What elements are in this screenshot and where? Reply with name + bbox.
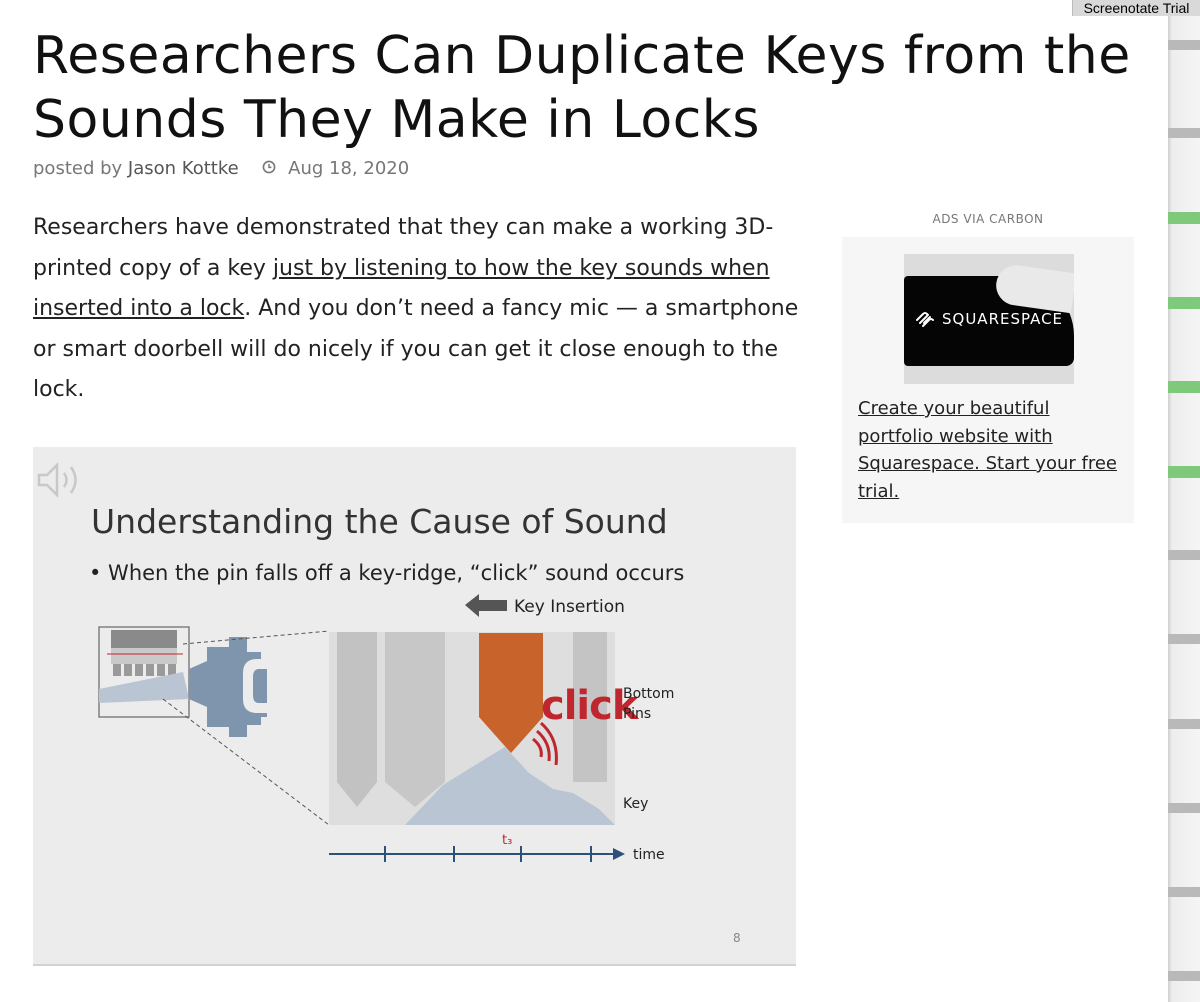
slide-image: Understanding the Cause of Sound • When …	[33, 447, 796, 966]
rail-marker	[1168, 297, 1200, 309]
ad-text: Create your beautiful portfolio website …	[858, 395, 1120, 505]
time-label: time	[633, 847, 665, 863]
slide-bullet: • When the pin falls off a key-ridge, “c…	[89, 561, 685, 585]
scroll-rail[interactable]	[1168, 16, 1200, 1002]
rail-marker	[1168, 719, 1200, 729]
key-label: Key	[623, 796, 649, 812]
key-insertion-label: Key Insertion	[514, 597, 625, 617]
post-date[interactable]: Aug 18, 2020	[288, 158, 410, 179]
slide-diagram	[37, 461, 625, 862]
squarespace-logo-icon	[914, 310, 936, 328]
article-title: Researchers Can Duplicate Keys from the …	[33, 26, 1131, 150]
slide-page-number: 8	[733, 931, 741, 945]
bottom-pins-label-line2: Pins	[623, 706, 652, 722]
ad-brand: SQUARESPACE	[914, 310, 1063, 328]
byline: posted by Jason Kottke Aug 18, 2020	[33, 156, 409, 182]
key-bow	[189, 637, 267, 737]
rail-marker	[1168, 381, 1200, 393]
ad-brand-name: SQUARESPACE	[942, 310, 1064, 328]
speaker-icon	[37, 461, 77, 499]
timeline	[329, 846, 625, 862]
bottom-pins-label-line1: Bottom	[623, 686, 675, 702]
ads-via-carbon-label[interactable]: ADS VIA CARBON	[932, 212, 1044, 226]
author-link[interactable]: Jason Kottke	[127, 158, 239, 179]
rail-marker	[1168, 212, 1200, 224]
screenotate-trial-badge: Screenotate Trial	[1072, 0, 1200, 16]
rail-marker	[1168, 128, 1200, 138]
rail-marker	[1168, 971, 1200, 981]
clock-icon	[262, 156, 276, 182]
rail-marker	[1168, 40, 1200, 50]
source-link[interactable]: just by listening to how the key sounds …	[33, 255, 770, 322]
lock-thumbnail	[98, 626, 190, 718]
t3-label: t₃	[502, 833, 513, 848]
click-label: click	[541, 683, 638, 729]
ad-image[interactable]: SQUARESPACE	[904, 254, 1074, 384]
lede-text-before: Researchers have demonstrated that they …	[33, 215, 774, 281]
ad-link[interactable]: Create your beautiful portfolio website …	[858, 398, 1117, 502]
slide-title: Understanding the Cause of Sound	[91, 502, 668, 541]
byline-prefix: posted by	[33, 158, 123, 179]
carbon-ad[interactable]: SQUARESPACE Create your beautiful portfo…	[842, 237, 1134, 523]
rail-marker	[1168, 550, 1200, 560]
zoom-panel	[329, 632, 615, 825]
rail-marker	[1168, 887, 1200, 897]
article-lede: Researchers have demonstrated that they …	[33, 208, 803, 411]
rail-marker	[1168, 466, 1200, 478]
rail-marker	[1168, 803, 1200, 813]
lede-text-after: . And you don’t need a fancy mic — a sma…	[33, 296, 799, 402]
rail-marker	[1168, 634, 1200, 644]
